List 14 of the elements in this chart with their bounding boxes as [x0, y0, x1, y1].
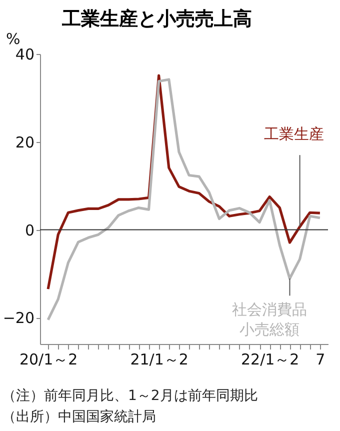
- y-tick-label: 40: [15, 46, 34, 64]
- y-tick-label: 20: [15, 133, 34, 152]
- x-tick-label: 7: [316, 350, 326, 368]
- text: （出所）中国国家統計局: [1, 408, 157, 427]
- text: （注）前年同月比、1～2月は前年同期比: [1, 387, 259, 406]
- series-label: 社会消費品小売総額: [232, 300, 308, 338]
- x-tick-label: 22/1～2: [240, 350, 300, 368]
- y-tick-label: −20: [2, 309, 34, 328]
- x-tick-label: 21/1～2: [130, 350, 188, 368]
- text: 工業生産: [264, 124, 324, 143]
- chart-title: 工業生産と小売売上高: [62, 8, 252, 30]
- y-axis-title: %: [6, 30, 20, 48]
- x-tick-label: 20/1～2: [19, 350, 78, 368]
- y-tick-label: 0: [24, 221, 34, 240]
